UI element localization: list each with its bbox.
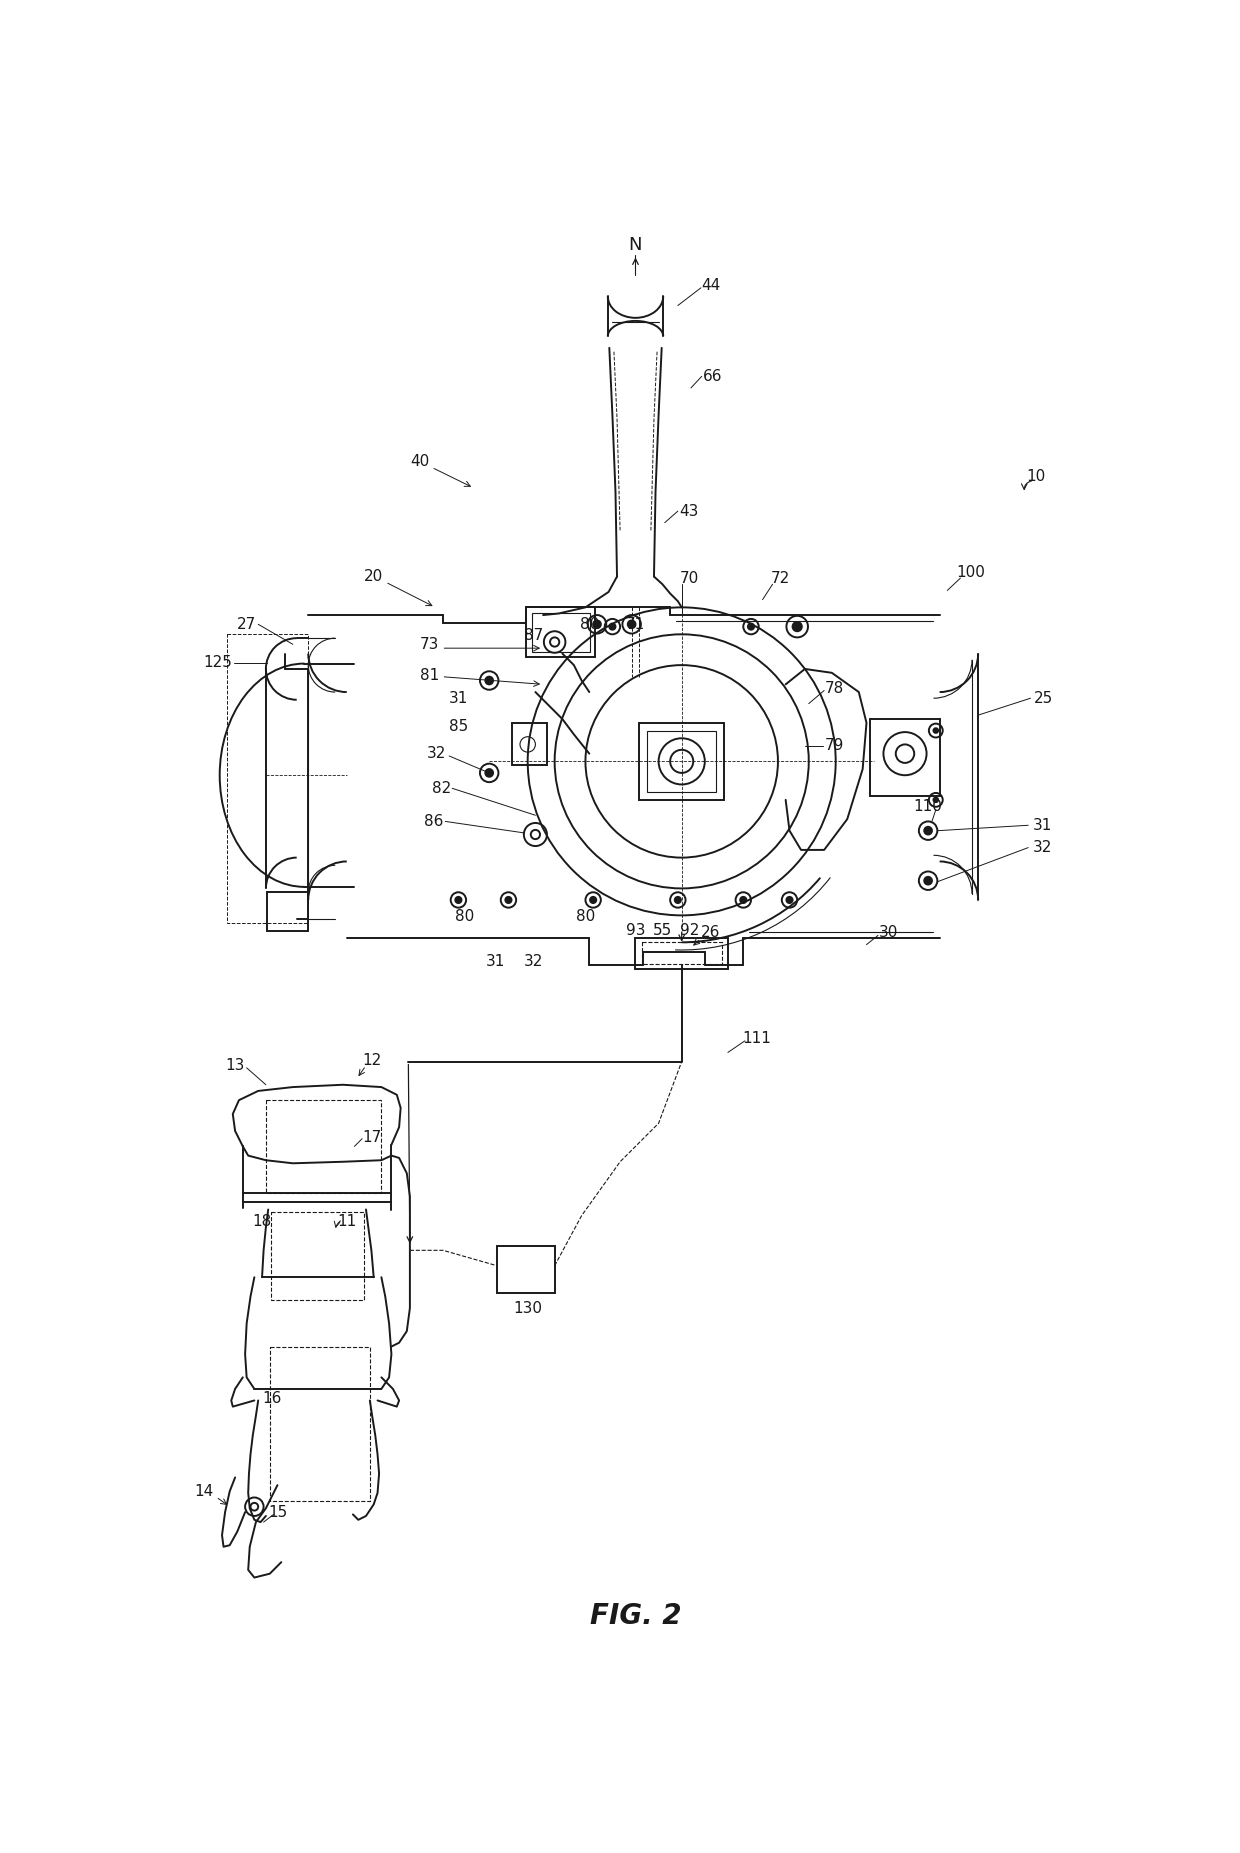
Circle shape — [590, 897, 596, 902]
Text: 78: 78 — [825, 680, 843, 695]
Text: 17: 17 — [362, 1130, 382, 1145]
Text: 12: 12 — [362, 1053, 382, 1067]
Text: 27: 27 — [237, 617, 257, 632]
Circle shape — [485, 769, 494, 776]
Bar — [497, 1247, 554, 1293]
Bar — [640, 723, 724, 800]
Text: 55: 55 — [652, 923, 672, 938]
Bar — [641, 943, 722, 964]
Circle shape — [924, 826, 932, 834]
Circle shape — [748, 623, 754, 630]
Circle shape — [485, 676, 494, 684]
Bar — [272, 1212, 363, 1301]
Circle shape — [593, 621, 601, 628]
Text: 87: 87 — [525, 628, 543, 643]
Bar — [635, 938, 728, 969]
Text: N: N — [629, 237, 642, 254]
Text: 26: 26 — [702, 925, 720, 939]
Circle shape — [627, 621, 635, 628]
Text: 31: 31 — [486, 954, 505, 969]
Bar — [870, 719, 940, 797]
Text: 111: 111 — [743, 1030, 771, 1047]
Text: 93: 93 — [626, 923, 645, 938]
Circle shape — [792, 623, 802, 632]
Circle shape — [924, 876, 932, 884]
Text: 85: 85 — [449, 719, 467, 734]
Text: FIG. 2: FIG. 2 — [590, 1603, 681, 1631]
Text: 13: 13 — [226, 1058, 244, 1073]
Text: 18: 18 — [253, 1214, 272, 1229]
Circle shape — [740, 897, 746, 902]
Bar — [265, 1101, 382, 1193]
Text: 81: 81 — [419, 667, 439, 682]
Text: 44: 44 — [702, 278, 720, 293]
Text: 32: 32 — [1033, 839, 1052, 854]
Text: 16: 16 — [263, 1392, 281, 1406]
Text: 110: 110 — [914, 799, 942, 813]
Bar — [268, 893, 309, 930]
Circle shape — [609, 623, 615, 630]
Bar — [532, 613, 590, 652]
Text: 66: 66 — [703, 369, 722, 384]
Text: 79: 79 — [825, 739, 844, 754]
Text: 10: 10 — [1027, 469, 1045, 484]
Bar — [512, 723, 547, 765]
Text: 11: 11 — [337, 1214, 356, 1229]
Text: 14: 14 — [195, 1484, 215, 1499]
Text: 86: 86 — [424, 813, 444, 828]
Text: 100: 100 — [956, 565, 985, 580]
Text: 130: 130 — [513, 1301, 542, 1316]
Text: 125: 125 — [203, 656, 233, 671]
Text: 73: 73 — [419, 637, 439, 652]
Text: 43: 43 — [680, 504, 699, 519]
Text: 32: 32 — [525, 954, 543, 969]
Bar — [647, 730, 717, 793]
Circle shape — [934, 797, 939, 802]
Text: 32: 32 — [427, 747, 446, 762]
Circle shape — [675, 897, 681, 902]
Circle shape — [934, 728, 939, 734]
Circle shape — [455, 897, 461, 902]
Text: 31: 31 — [449, 691, 467, 706]
Text: 30: 30 — [878, 925, 898, 939]
Text: 20: 20 — [365, 569, 383, 584]
Text: 40: 40 — [410, 454, 429, 469]
Text: 82: 82 — [432, 780, 451, 795]
Text: 70: 70 — [680, 571, 699, 586]
Text: 71: 71 — [626, 617, 645, 632]
Text: 92: 92 — [680, 923, 699, 938]
Text: 80: 80 — [575, 910, 595, 925]
Bar — [526, 608, 595, 658]
Text: 80: 80 — [455, 910, 474, 925]
Text: 31: 31 — [1033, 817, 1052, 832]
Bar — [227, 634, 309, 923]
Text: 80: 80 — [579, 617, 599, 632]
Text: 15: 15 — [268, 1505, 288, 1519]
Bar — [270, 1347, 370, 1501]
Text: 72: 72 — [770, 571, 790, 586]
Circle shape — [786, 897, 792, 902]
Circle shape — [506, 897, 512, 902]
Text: 25: 25 — [1034, 691, 1053, 706]
